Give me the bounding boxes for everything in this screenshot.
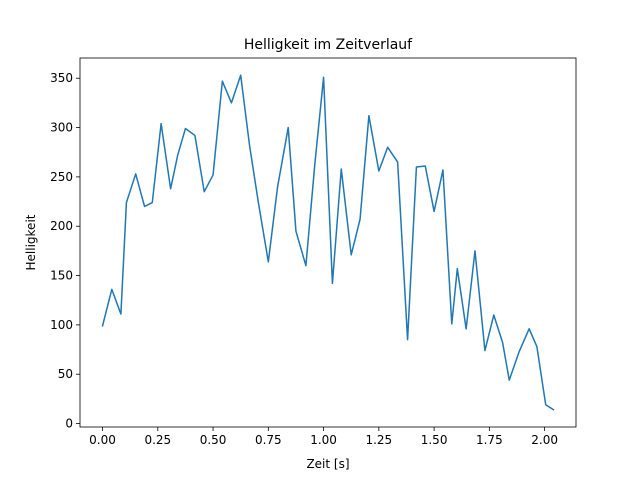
y-tick-label: 350 (50, 71, 73, 85)
x-tick-label: 0.00 (89, 433, 116, 447)
x-tick-label: 2.00 (531, 433, 558, 447)
series-layer (101, 74, 555, 411)
chart-title: Helligkeit im Zeitverlauf (244, 37, 413, 53)
y-tick-label: 0 (65, 417, 73, 431)
x-tick-label: 1.25 (365, 433, 392, 447)
x-axis-label: Zeit [s] (306, 457, 349, 471)
y-tick-label: 300 (50, 121, 73, 135)
y-tick-label: 200 (50, 219, 73, 233)
x-tick-label: 0.25 (144, 433, 171, 447)
x-tick-label: 1.75 (476, 433, 503, 447)
series-line-0 (101, 74, 555, 411)
x-axis: 0.00 0.25 0.50 0.75 1.00 1.25 1.50 1.75 2.00 (89, 427, 558, 447)
x-tick-label: 1.00 (310, 433, 337, 447)
y-axis-label: Helligkeit (24, 214, 38, 270)
x-tick-label: 1.50 (421, 433, 448, 447)
y-tick-label: 150 (50, 269, 73, 283)
axes-frame (79, 57, 577, 428)
y-tick-label: 50 (58, 367, 73, 381)
x-tick-label: 0.50 (200, 433, 227, 447)
x-tick-label: 0.75 (255, 433, 282, 447)
y-tick-label: 250 (50, 170, 73, 184)
y-axis: 0 50 100 150 200 250 300 350 (50, 71, 80, 431)
plot-area (80, 58, 576, 427)
y-tick-label: 100 (50, 318, 73, 332)
